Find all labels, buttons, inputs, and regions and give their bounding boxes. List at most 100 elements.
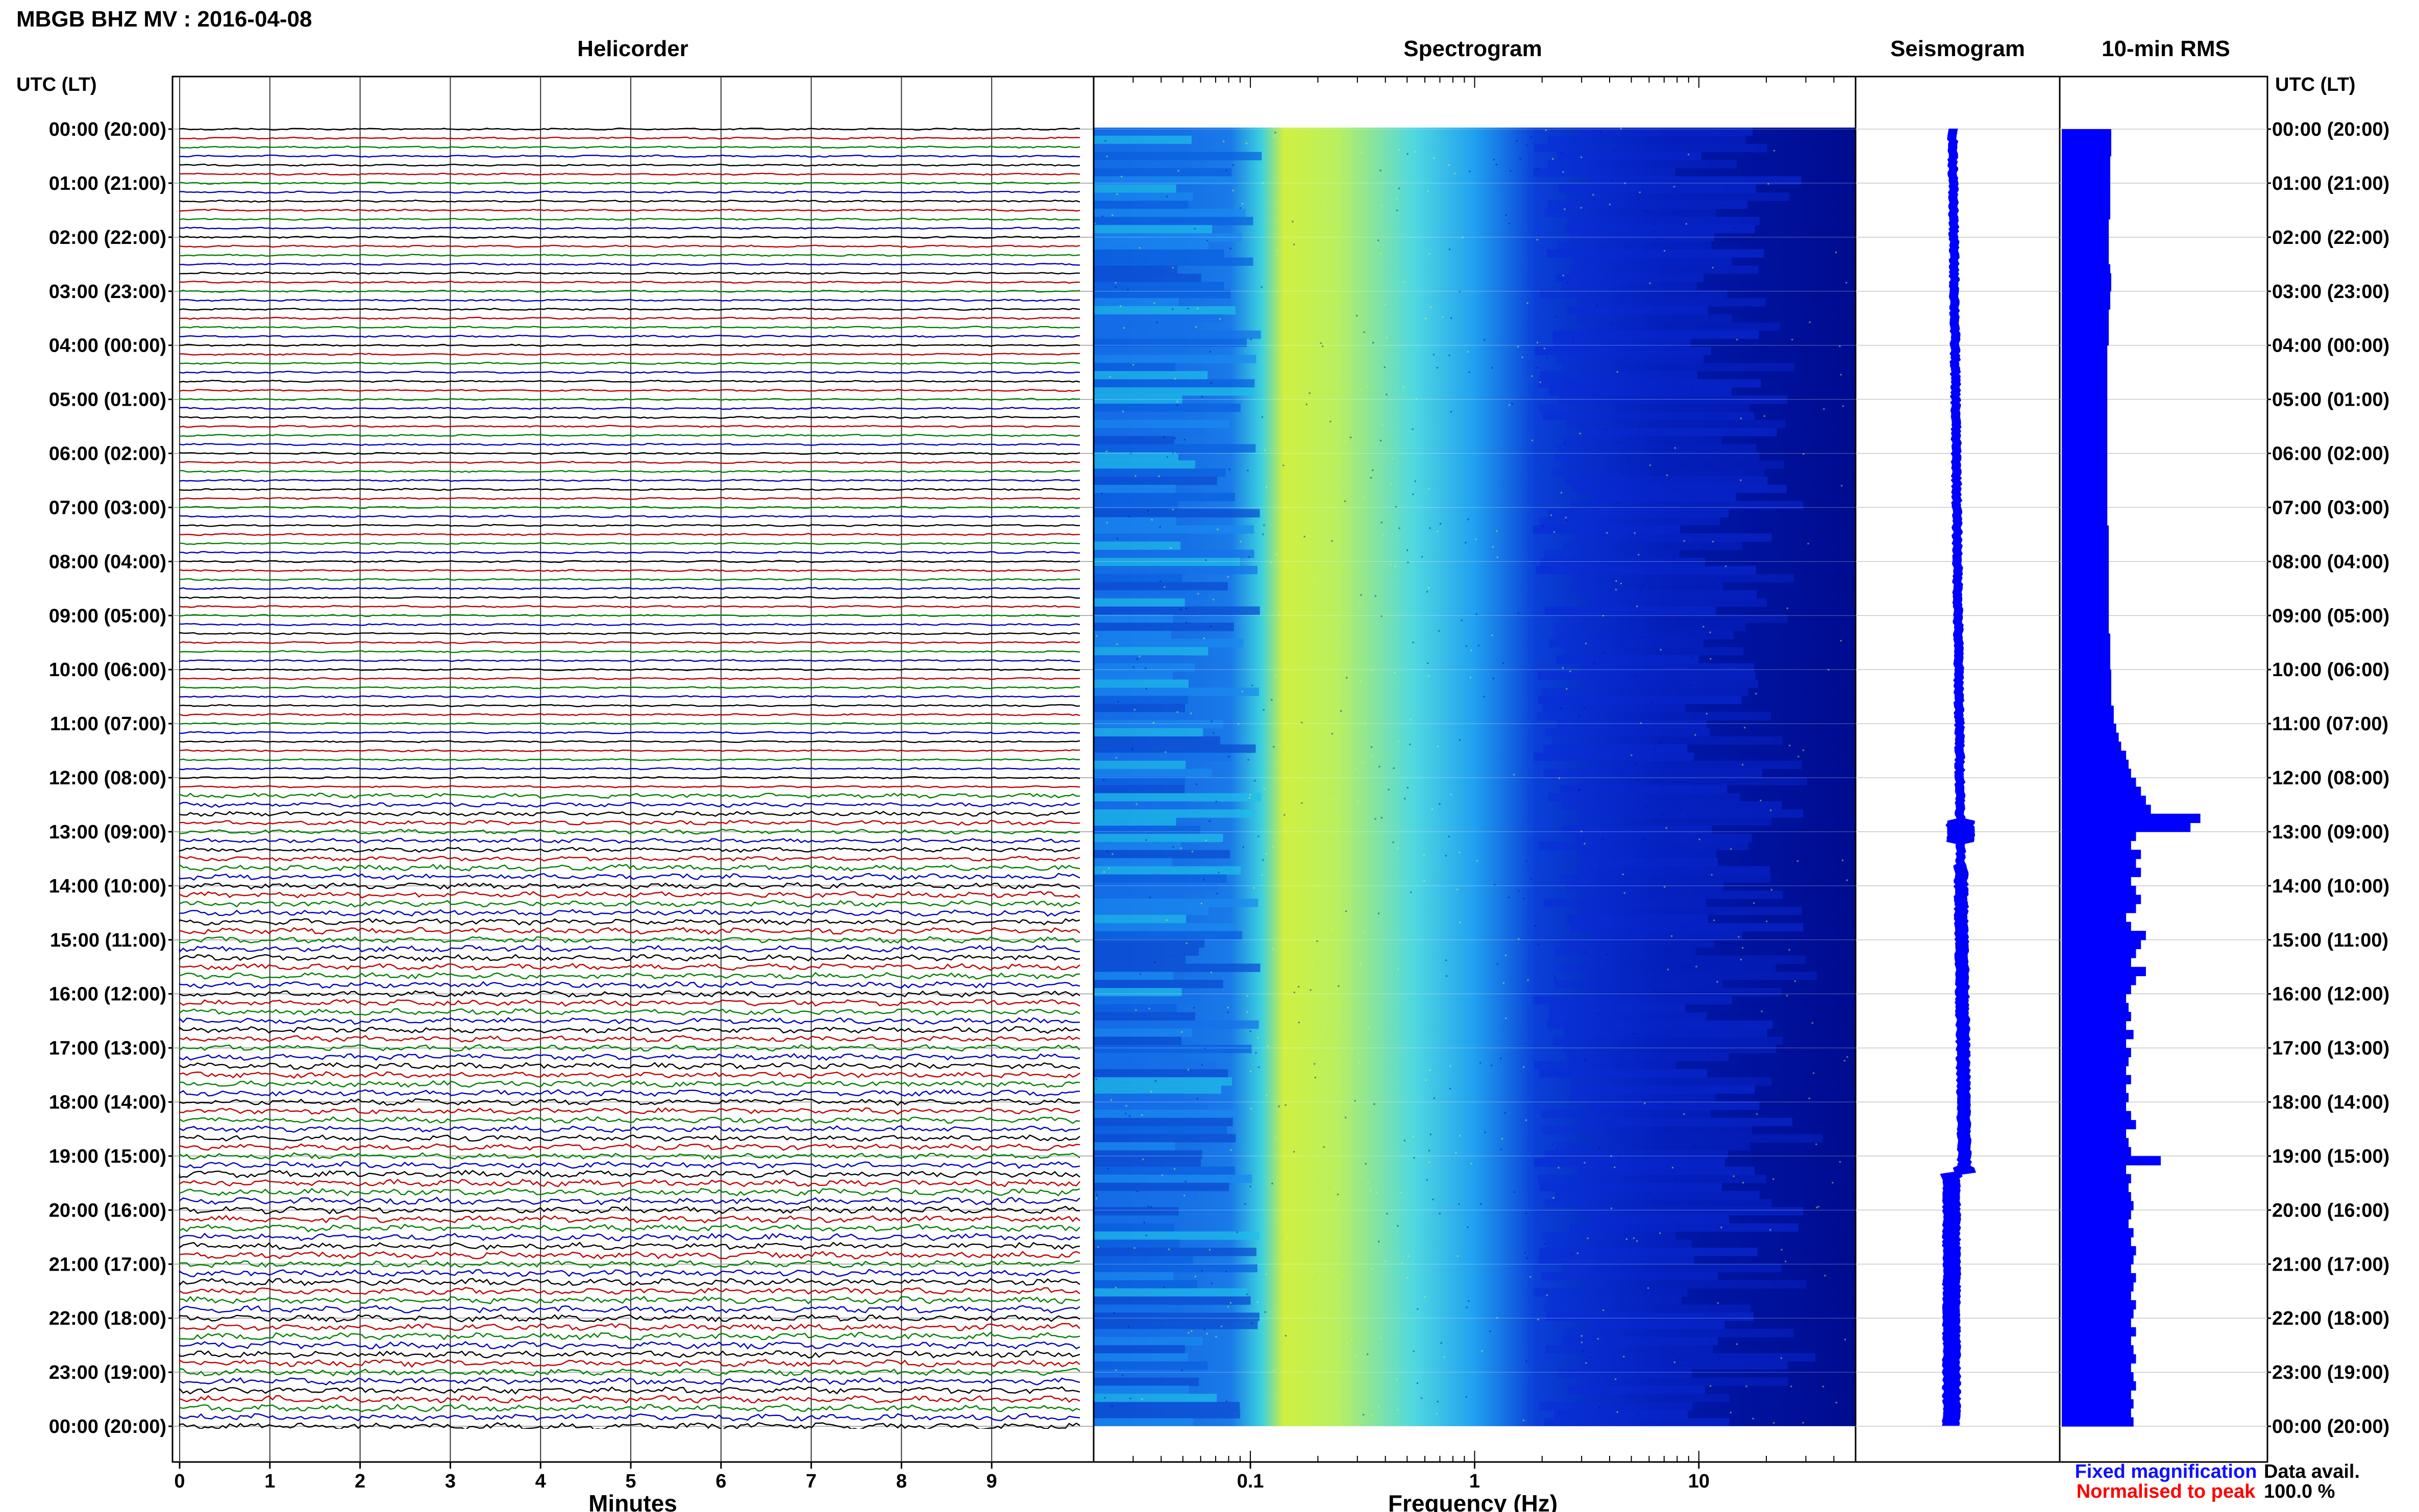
spectrogram-lowfreq-band (1094, 1182, 1229, 1192)
spectrogram-lowfreq-band (1094, 550, 1254, 558)
spectrogram-speckle (1521, 356, 1523, 358)
spectrogram-speckle (1106, 155, 1108, 157)
spectrogram-speckle (1341, 927, 1343, 929)
spectrogram-speckle (1115, 757, 1117, 759)
spectrogram-speckle (1286, 1237, 1288, 1240)
helicorder-trace (179, 954, 1080, 962)
rms-bar (2062, 552, 2109, 562)
spectrogram-speckle (1667, 969, 1669, 971)
spectrogram-speckle (1461, 619, 1463, 622)
spectrogram-speckle (1414, 151, 1416, 153)
spectrogram-speckle (1616, 371, 1618, 373)
right-axis-label: UTC (LT) (2275, 74, 2356, 95)
spectrogram-highfreq-band (1543, 899, 1706, 907)
spectrogram-speckle (1513, 1191, 1515, 1193)
spectrogram-speckle (1449, 1065, 1451, 1067)
spectrogram-lowfreq-band (1094, 371, 1208, 380)
spectrogram-speckle (1615, 276, 1617, 278)
spectrogram-speckle (1400, 1192, 1402, 1194)
spectrogram-speckle (1752, 1418, 1754, 1420)
spectrogram-speckle (1606, 954, 1608, 956)
helicorder-trace (179, 1341, 1080, 1350)
spectrogram-speckle (1465, 542, 1467, 544)
spectrogram-highfreq-band (1576, 907, 1802, 915)
spectrogram-speckle (1396, 209, 1398, 211)
spectrogram-lowfreq-band (1094, 1199, 1173, 1208)
helicorder-trace (179, 704, 1080, 707)
spectrogram-speckle (1216, 893, 1218, 895)
time-label-right: 14:00 (10:00) (2272, 876, 2389, 897)
spectrogram-lowfreq-band (1094, 143, 1188, 153)
spectrogram-speckle (1610, 1155, 1612, 1157)
spectrogram-speckle (1292, 966, 1294, 968)
spectrogram-speckle (1245, 142, 1247, 144)
spectrogram-speckle (1824, 1275, 1826, 1277)
helicorder-trace (179, 990, 1080, 998)
time-label-left: 00:00 (20:00) (49, 119, 166, 140)
spectrogram-speckle (1197, 593, 1199, 595)
spectrogram-speckle (1578, 715, 1581, 717)
helicorder-trace (179, 749, 1080, 753)
spectrogram-tick-label: 10 (1688, 1471, 1710, 1492)
spectrogram-speckle (1475, 538, 1477, 540)
spectrogram-speckle (1375, 1192, 1377, 1194)
spectrogram-speckle (1249, 1030, 1251, 1032)
spectrogram-lowfreq-band (1094, 590, 1208, 599)
spectrogram-speckle (1772, 1178, 1774, 1180)
rms-bar (2062, 192, 2111, 202)
spectrogram-speckle (1773, 150, 1775, 152)
spectrogram-speckle (1577, 789, 1579, 791)
spectrogram-speckle (1744, 727, 1746, 729)
rms-bars (2062, 129, 2201, 1427)
spectrogram-highfreq-band (1533, 996, 1733, 1005)
spectrogram-highfreq-band (1565, 192, 1790, 201)
spectrogram-speckle (1135, 1009, 1137, 1011)
spectrogram-highfreq-band (1553, 1036, 1783, 1045)
helicorder-trace (179, 1098, 1080, 1106)
time-label-right: 10:00 (06:00) (2272, 659, 2389, 681)
spectrogram-highfreq-band (1570, 1077, 1772, 1086)
spectrogram-speckle (1578, 788, 1581, 790)
rms-bar (2062, 741, 2121, 751)
helicorder-trace (179, 217, 1080, 221)
spectrogram-speckle (1440, 523, 1442, 525)
spectrogram-speckle (1781, 1153, 1783, 1155)
spectrogram-speckle (1122, 1374, 1124, 1376)
helicorder-tick-label: 1 (264, 1471, 275, 1492)
spectrogram-speckle (1581, 1342, 1583, 1344)
spectrogram-speckle (1572, 340, 1574, 342)
helicorder-trace (179, 145, 1080, 149)
spectrogram-speckle (1426, 591, 1428, 593)
spectrogram-speckle (1601, 838, 1603, 840)
right-time-labels: 00:00 (20:00)01:00 (21:00)02:00 (22:00)0… (2267, 119, 2389, 1437)
spectrogram-speckle (1227, 1306, 1229, 1308)
spectrogram-speckle (1673, 388, 1675, 390)
spectrogram-speckle (1561, 152, 1563, 154)
spectrogram-lowfreq-band (1094, 241, 1209, 250)
spectrogram-speckle (1249, 1185, 1251, 1187)
spectrogram-speckle (1606, 532, 1608, 534)
spectrogram-highfreq-band (1567, 914, 1708, 924)
spectrogram-highfreq-band (1570, 582, 1723, 591)
spectrogram-speckle (1496, 556, 1498, 558)
rms-bar (2062, 1129, 2127, 1138)
spectrogram-lowfreq-band (1094, 1280, 1197, 1289)
helicorder-trace (179, 136, 1080, 140)
spectrogram-highfreq-band (1565, 882, 1724, 891)
spectrogram-speckle (1136, 803, 1138, 805)
spectrogram-lowfreq-band (1094, 720, 1223, 729)
spectrogram-speckle (1330, 593, 1332, 596)
spectrogram-speckle (1205, 839, 1207, 841)
rms-bar (2062, 1354, 2136, 1364)
spectrogram-highfreq-band (1557, 720, 1707, 729)
spectrogram-speckle (1597, 1338, 1599, 1340)
spectrogram-speckle (1317, 885, 1319, 887)
rms-bar (2062, 1291, 2131, 1301)
helicorder-trace (179, 398, 1080, 401)
spectrogram-speckle (1584, 1162, 1586, 1164)
spectrogram-speckle (1206, 1333, 1208, 1335)
helicorder-trace (179, 1386, 1080, 1395)
spectrogram-speckle (1564, 208, 1566, 210)
spectrogram-speckle (1742, 764, 1744, 766)
